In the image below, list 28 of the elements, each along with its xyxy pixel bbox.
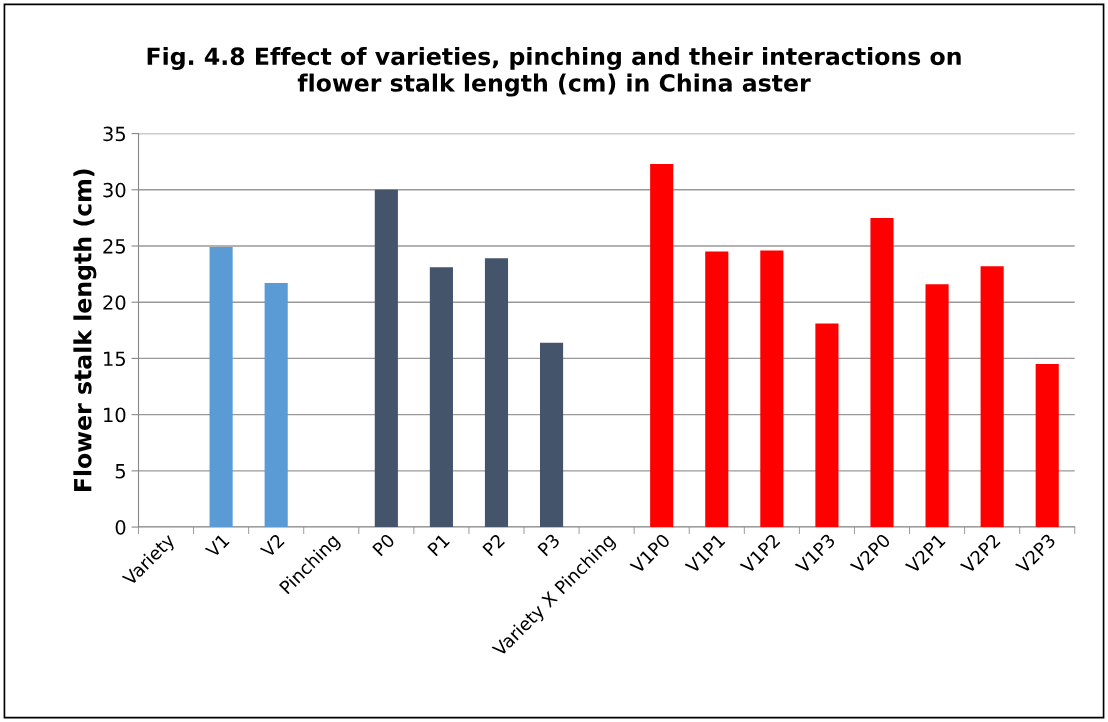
bar <box>650 163 674 528</box>
bar <box>429 267 453 528</box>
bar <box>815 323 839 528</box>
bar <box>264 283 288 528</box>
y-tick-label: 35 <box>103 126 125 142</box>
y-tick-label: 20 <box>103 295 126 310</box>
y-tick-label: 0 <box>115 520 126 535</box>
bar <box>484 258 509 528</box>
bar <box>925 284 949 528</box>
y-tick-label: 30 <box>103 182 126 198</box>
bar <box>705 251 729 528</box>
bar <box>539 342 564 528</box>
y-tick-label: 25 <box>103 238 125 254</box>
x-tick-label: P1 <box>427 533 450 557</box>
x-tick-label: V1 <box>204 533 230 559</box>
bar <box>980 266 1004 528</box>
x-tick-label: P0 <box>371 532 396 557</box>
y-tick-label: 5 <box>115 464 125 479</box>
y-tick-label: 10 <box>104 407 126 423</box>
bar <box>760 250 784 528</box>
bar <box>374 189 398 528</box>
bar <box>870 217 894 528</box>
x-tick-label: P2 <box>482 533 505 557</box>
y-axis-title: Flower stalk length (cm) <box>73 169 97 492</box>
chart-title: Fig. 4.8 Effect of varieties, pinching and their interactions on flower stalk length (cm) in China aster <box>147 46 961 97</box>
y-tick-label: 15 <box>104 351 125 367</box>
bar <box>209 247 233 528</box>
bar <box>1035 364 1059 528</box>
